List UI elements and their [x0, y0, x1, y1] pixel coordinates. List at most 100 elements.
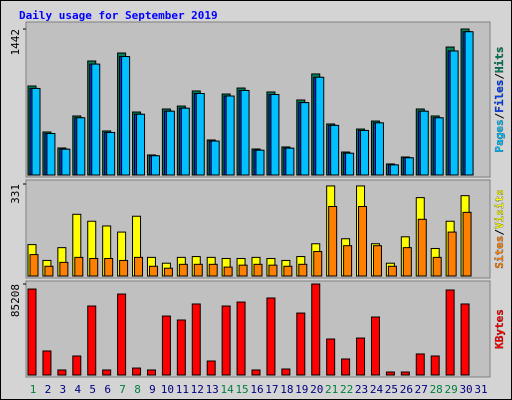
- bar: [146, 369, 156, 376]
- x-tick-label: 3: [60, 383, 67, 396]
- panel: [25, 280, 491, 378]
- bar: [447, 231, 457, 277]
- x-tick-label: 9: [149, 383, 156, 396]
- x-tick-label: 27: [415, 383, 428, 396]
- x-tick-label: 7: [119, 383, 126, 396]
- bar: [345, 152, 355, 176]
- bar: [87, 305, 97, 376]
- x-tick-label: 23: [355, 383, 368, 396]
- x-tick-label: 15: [235, 383, 248, 396]
- bar: [225, 95, 235, 176]
- bar: [417, 218, 427, 277]
- bar: [434, 117, 444, 176]
- bar: [343, 245, 353, 277]
- x-tick-label: 17: [265, 383, 278, 396]
- bar: [61, 148, 71, 176]
- bar: [89, 257, 99, 277]
- bar: [311, 283, 321, 376]
- bar: [315, 76, 325, 176]
- bar: [106, 131, 116, 176]
- x-tick-label: 10: [161, 383, 174, 396]
- bar: [91, 63, 101, 176]
- x-tick-label: 28: [430, 383, 443, 396]
- bar: [330, 124, 340, 176]
- bar: [281, 368, 291, 376]
- legend: Sites/Visits: [493, 189, 506, 269]
- bar: [445, 289, 455, 376]
- x-tick-label: 16: [250, 383, 263, 396]
- bar: [296, 312, 306, 376]
- legend-separator: /: [493, 73, 506, 80]
- legend: KBytes: [493, 309, 506, 349]
- bar: [42, 350, 52, 376]
- bar: [298, 263, 308, 277]
- x-tick-label: 30: [459, 383, 472, 396]
- bar: [236, 301, 246, 376]
- bar: [136, 113, 146, 176]
- bar: [385, 371, 395, 376]
- bar: [223, 266, 233, 277]
- legend-entry: Hits: [493, 47, 506, 74]
- bar: [134, 256, 144, 277]
- bar: [326, 338, 336, 376]
- bar: [76, 117, 86, 176]
- bar: [460, 303, 470, 376]
- x-tick-label: 2: [45, 383, 52, 396]
- bar: [221, 305, 231, 376]
- bar: [46, 132, 56, 176]
- bar: [59, 261, 69, 277]
- x-tick-label: 11: [176, 383, 189, 396]
- bar: [387, 265, 397, 277]
- bar: [148, 265, 158, 277]
- bar: [328, 206, 338, 277]
- bar: [150, 155, 160, 176]
- x-tick-label: 5: [89, 383, 96, 396]
- bar: [374, 122, 384, 176]
- bar: [356, 337, 366, 376]
- bar: [283, 265, 293, 277]
- bar: [176, 319, 186, 376]
- x-tick-label: 6: [104, 383, 111, 396]
- bar: [462, 211, 472, 277]
- bar: [57, 369, 67, 376]
- bar: [300, 102, 310, 176]
- y-tick-label: 331: [9, 184, 22, 204]
- bar: [210, 140, 220, 176]
- bar: [72, 355, 82, 376]
- bar: [415, 353, 425, 376]
- bar: [163, 267, 173, 277]
- legend: Pages/Files/Hits: [493, 47, 506, 153]
- bar: [432, 256, 442, 277]
- bar: [180, 107, 190, 176]
- bar: [370, 316, 380, 376]
- legend-separator: /: [493, 112, 506, 119]
- bar: [31, 87, 41, 176]
- x-tick-label: 14: [221, 383, 235, 396]
- bar: [285, 147, 295, 176]
- x-tick-label: 24: [370, 383, 384, 396]
- bar: [161, 315, 171, 376]
- bar: [402, 247, 412, 277]
- bar: [195, 92, 205, 176]
- x-tick-label: 8: [134, 383, 141, 396]
- x-tick-label: 20: [310, 383, 323, 396]
- bar: [132, 367, 142, 376]
- y-tick-label: 85208: [9, 284, 22, 317]
- bar: [266, 297, 276, 376]
- x-tick-label: 25: [385, 383, 398, 396]
- bar: [102, 369, 112, 376]
- x-tick-label: 1: [30, 383, 37, 396]
- bar: [341, 358, 351, 376]
- bar: [104, 257, 114, 277]
- y-tick-label: 1442: [9, 29, 22, 56]
- bar: [389, 164, 399, 176]
- x-tick-label: 29: [445, 383, 458, 396]
- bar: [240, 89, 250, 176]
- x-tick-label: 21: [325, 383, 338, 396]
- chart-title: Daily usage for September 2019: [19, 9, 218, 22]
- x-tick-label: 26: [400, 383, 413, 396]
- bar: [268, 264, 278, 277]
- legend-entry: Pages: [493, 119, 506, 152]
- bar: [206, 360, 216, 376]
